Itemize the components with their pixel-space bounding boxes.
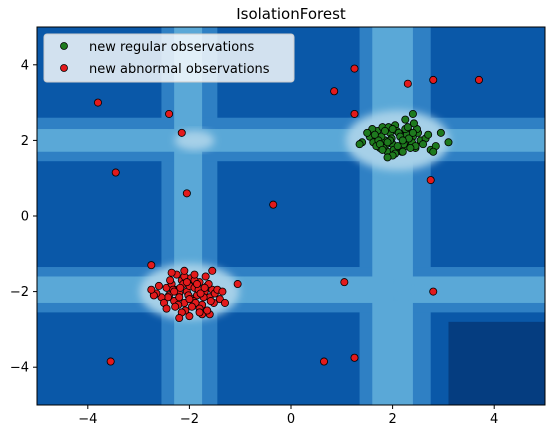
abnormal-observation-point	[220, 298, 229, 307]
abnormal-outlier-point	[426, 176, 435, 185]
abnormal-observation-point	[180, 266, 189, 275]
regular-observation-point	[408, 109, 417, 118]
abnormal-observation-point	[196, 289, 205, 298]
abnormal-outlier-point	[177, 128, 186, 137]
regular-observation-point	[370, 130, 379, 139]
abnormal-observation-point	[187, 302, 196, 311]
abnormal-observation-point	[190, 270, 199, 279]
legend-marker-abnormal	[60, 64, 68, 72]
x-axis: −4 −2 0 2 4	[78, 405, 498, 427]
abnormal-observation-point	[182, 278, 191, 287]
decision-function-contour	[37, 27, 545, 405]
y-tick-label: −4	[10, 361, 29, 376]
abnormal-observation-point	[162, 304, 171, 313]
abnormal-outlier-point	[330, 87, 339, 96]
abnormal-observation-point	[170, 287, 179, 296]
abnormal-outlier-point	[403, 79, 412, 88]
x-tick-label: 4	[490, 412, 498, 427]
abnormal-outlier-point	[429, 75, 438, 84]
abnormal-observation-point	[193, 280, 202, 289]
abnormal-outlier-point	[106, 357, 115, 366]
abnormal-observation-point	[175, 293, 184, 302]
abnormal-observation-point	[206, 297, 215, 306]
abnormal-observations-series	[93, 64, 483, 366]
abnormal-outlier-point	[233, 280, 242, 289]
regular-observation-point	[380, 126, 389, 135]
abnormal-observation-point	[176, 283, 185, 292]
abnormal-observation-point	[201, 272, 210, 281]
regular-observation-point	[383, 138, 392, 147]
abnormal-outlier-point	[165, 109, 174, 118]
regular-observation-point	[355, 140, 364, 149]
contour-hband-bottom-inner	[37, 276, 545, 303]
abnormal-observation-point	[171, 302, 180, 311]
legend-marker-regular	[60, 42, 68, 50]
regular-observation-point	[401, 115, 410, 124]
regular-observation-point	[408, 128, 417, 137]
y-tick-label: 0	[21, 210, 29, 225]
contour-vband-right-inner	[372, 27, 413, 405]
abnormal-outlier-point	[429, 287, 438, 296]
chart-title: IsolationForest	[236, 5, 346, 23]
abnormal-observation-point	[195, 308, 204, 317]
contour-hband-top-inner	[37, 129, 545, 152]
x-tick-label: 0	[287, 412, 295, 427]
regular-observation-point	[388, 125, 397, 134]
abnormal-outlier-point	[182, 189, 191, 198]
regular-observation-point	[444, 138, 453, 147]
abnormal-observation-point	[175, 314, 184, 323]
regular-observation-point	[424, 130, 433, 139]
regular-observation-point	[419, 140, 428, 149]
x-tick-label: 2	[388, 412, 396, 427]
regular-observation-point	[436, 128, 445, 137]
regular-observation-point	[409, 119, 418, 128]
y-tick-label: 4	[21, 58, 29, 73]
legend-label-abnormal: new abnormal observations	[89, 62, 270, 77]
abnormal-observation-point	[166, 276, 175, 285]
regular-observations-series	[355, 109, 453, 162]
contour-dark-region	[448, 321, 545, 405]
abnormal-outlier-point	[350, 64, 359, 73]
legend-box	[43, 33, 295, 83]
abnormal-outlier-point	[474, 75, 483, 84]
legend: new regular observations new abnormal ob…	[43, 33, 295, 83]
regular-observation-point	[378, 145, 387, 154]
y-axis: −4 −2 0 2 4	[10, 58, 37, 376]
x-tick-label: −2	[180, 412, 199, 427]
abnormal-observation-point	[185, 295, 194, 304]
regular-observation-point	[363, 128, 372, 137]
abnormal-observation-point	[147, 285, 156, 294]
contour-vband-left-inner	[174, 27, 203, 405]
contour-peak-bottom-right	[398, 281, 427, 298]
abnormal-outlier-point	[350, 353, 359, 362]
x-tick-label: −4	[78, 412, 97, 427]
regular-observation-point	[398, 136, 407, 145]
abnormal-outlier-point	[111, 168, 120, 177]
abnormal-observation-point	[167, 268, 176, 277]
regular-observation-point	[406, 143, 415, 152]
regular-observation-point	[403, 123, 412, 132]
regular-observation-point	[383, 153, 392, 162]
regular-observation-point	[398, 147, 407, 156]
regular-observation-point	[429, 147, 438, 156]
abnormal-outlier-point	[147, 261, 156, 270]
abnormal-outlier-point	[269, 200, 278, 209]
abnormal-observation-point	[203, 306, 212, 315]
abnormal-observation-point	[200, 283, 209, 292]
y-tick-label: −2	[10, 285, 29, 300]
abnormal-outlier-point	[350, 109, 359, 118]
regular-observation-point	[393, 142, 402, 151]
abnormal-outlier-point	[320, 357, 329, 366]
abnormal-observation-point	[218, 287, 227, 296]
abnormal-observation-point	[154, 281, 163, 290]
legend-label-regular: new regular observations	[89, 40, 254, 55]
y-tick-label: 2	[21, 134, 29, 149]
abnormal-outlier-point	[93, 98, 102, 107]
abnormal-observation-point	[208, 266, 217, 275]
plot-area	[37, 27, 545, 405]
abnormal-observation-point	[185, 312, 194, 321]
abnormal-outlier-point	[340, 278, 349, 287]
